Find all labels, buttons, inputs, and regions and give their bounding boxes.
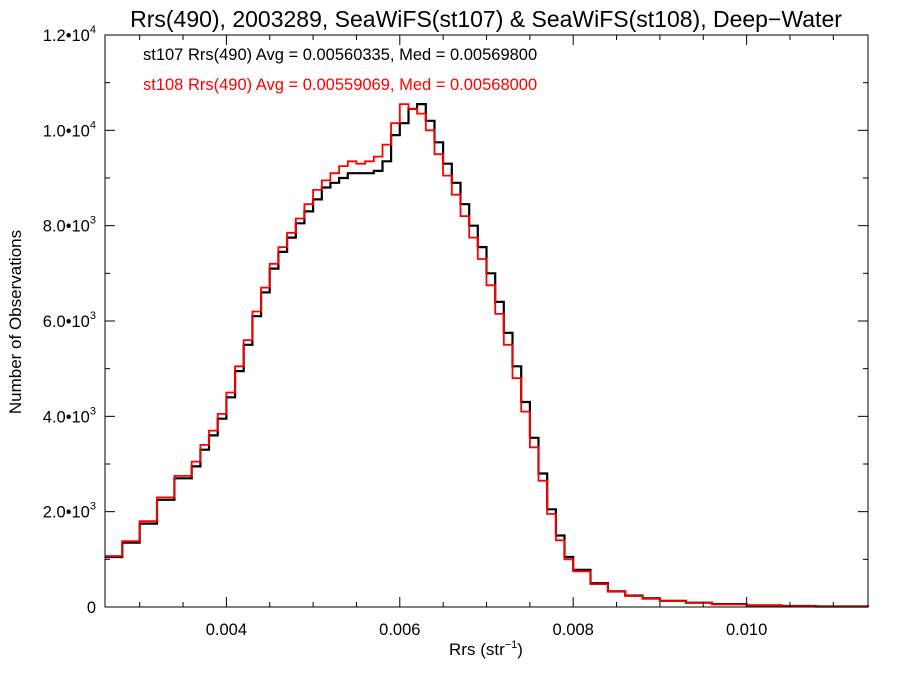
y-axis-label: Number of Observations — [6, 230, 25, 414]
x-tick-label: 0.006 — [379, 621, 420, 639]
x-axis: 0.004 0.006 0.008 0.010 — [139, 35, 834, 639]
series-1-line — [105, 103, 870, 608]
y-tick-label: 1.2•104 — [43, 24, 96, 45]
series-layer — [105, 103, 870, 608]
series-2-line — [105, 103, 869, 608]
plot-frame — [104, 34, 869, 608]
y-tick-label: 4.0•103 — [43, 405, 96, 426]
y-tick-label: 6.0•103 — [43, 310, 96, 331]
annotation-2: st108 Rrs(490) Avg = 0.00559069, Med = 0… — [143, 76, 537, 94]
y-tick-label: 0 — [87, 599, 96, 617]
y-axis: 0 2.0•103 4.0•103 6.0•103 8.0•103 1.0•104 1.2•… — [43, 24, 868, 617]
x-tick-label: 0.010 — [726, 621, 767, 639]
y-tick-label: 1.0•104 — [43, 119, 96, 140]
x-axis-label: Rrs (str−1) — [449, 639, 523, 659]
legend-annotations: st107 Rrs(490) Avg = 0.00560335, Med = 0… — [143, 46, 537, 94]
y-tick-label: 8.0•103 — [43, 215, 96, 236]
x-tick-label: 0.008 — [553, 621, 594, 639]
annotation-1: st107 Rrs(490) Avg = 0.00560335, Med = 0… — [143, 46, 537, 64]
x-tick-label: 0.004 — [206, 621, 247, 639]
chart-title: Rrs(490), 2003289, SeaWiFS(st107) & SeaW… — [130, 6, 842, 32]
y-tick-label: 2.0•103 — [43, 501, 96, 522]
